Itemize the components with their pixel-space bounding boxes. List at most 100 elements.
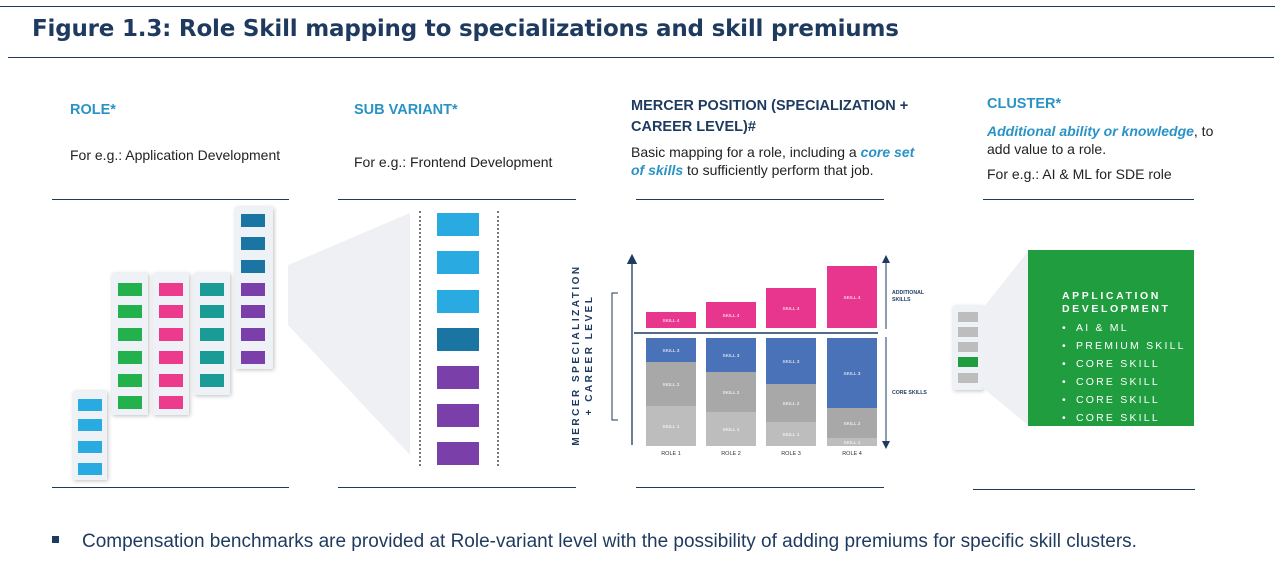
mercer-skill-chart: MERCER SPECIALIZATION + CAREER LEVEL SKILL… — [571, 253, 927, 457]
cluster-item-bullet-icon: • — [1062, 394, 1068, 406]
cluster-mini-square — [958, 373, 978, 383]
role-square — [118, 283, 142, 296]
core-skills-label: CORE SKILLS — [892, 390, 927, 396]
cluster-item-label: CORE SKILL — [1076, 376, 1160, 388]
bullet-marker — [52, 536, 59, 543]
cluster-box: APPLICATION DEVELOPMENT • AI & ML • PREMIUM… — [1028, 250, 1194, 426]
core-bar-segment — [827, 338, 877, 408]
cluster-box-title-line1: APPLICATION — [1062, 290, 1161, 302]
role-square — [78, 399, 102, 411]
premium-bar-label: SKILL 4 — [723, 313, 740, 319]
core-bar-segment — [827, 408, 877, 438]
core-bar-label: SKILL 3 — [663, 348, 680, 354]
cluster-mini-square — [958, 357, 978, 367]
role-square — [78, 419, 102, 431]
cluster-mini-square — [958, 342, 978, 352]
premium-bar — [766, 288, 816, 328]
mercer-description: Basic mapping for a role, including a co… — [631, 143, 914, 179]
mercer-heading-line2: CAREER LEVEL)# — [631, 119, 756, 135]
core-bar-segment — [766, 422, 816, 446]
core-bar-segment — [706, 372, 756, 412]
core-bar-segment — [646, 406, 696, 446]
mercer-desc-highlight1: core set — [860, 144, 915, 160]
core-bar-segment — [766, 384, 816, 422]
additional-skills-label-line1: ADDITIONAL — [892, 290, 925, 296]
fan-connector-right — [983, 250, 1029, 426]
cluster-item-bullet-icon: • — [1062, 412, 1068, 424]
cluster-mini-square — [958, 312, 978, 322]
cluster-box-list: • AI & ML • PREMIUM SKILL • CORE SKILL • CORE S… — [1062, 319, 1186, 426]
role-square — [78, 463, 102, 475]
role-square — [241, 214, 265, 227]
role-square — [241, 305, 265, 318]
role-square — [241, 283, 265, 296]
subvariant-dotted-line-left — [419, 211, 421, 466]
subvariant-square — [437, 404, 479, 427]
core-bar-segment — [646, 362, 696, 406]
subvariant-heading: SUB VARIANT* — [354, 102, 458, 118]
core-bar-label: SKILL 3 — [723, 353, 740, 359]
premium-bar-label: SKILL 4 — [783, 306, 800, 312]
premium-bar-label: SKILL 4 — [844, 295, 861, 301]
role-square — [159, 396, 183, 409]
role-square — [118, 328, 142, 341]
role-square — [200, 305, 224, 318]
premium-bar — [706, 302, 756, 328]
cluster-item: • CORE SKILL — [1062, 355, 1186, 373]
role-square — [200, 283, 224, 296]
cluster-item-label: CORE SKILL — [1076, 358, 1160, 370]
cluster-item: • CORE SKILL — [1062, 391, 1186, 409]
cluster-desc-highlight: Additional ability or knowledge — [987, 123, 1194, 139]
mercer-heading: MERCER POSITION (SPECIALIZATION + CAREER… — [631, 96, 908, 138]
core-bar-label: SKILL 1 — [844, 440, 861, 446]
role-square — [159, 328, 183, 341]
bracket-left — [611, 292, 618, 421]
cluster-box-title: APPLICATION DEVELOPMENT — [1062, 290, 1171, 316]
bullet-text: Compensation benchmarks are provided at … — [82, 531, 1137, 552]
subvariant-square — [437, 366, 479, 389]
cluster-item: • AI & ML — [1062, 319, 1186, 337]
cluster-mini-square — [958, 327, 978, 337]
role-square — [159, 374, 183, 387]
cluster-item-label: CORE SKILL — [1076, 412, 1160, 424]
mercer-desc-highlight2: of skills — [631, 162, 684, 178]
cluster-item-bullet-icon: • — [1062, 340, 1068, 352]
core-bar-segment — [766, 338, 816, 384]
core-bar-label: SKILL 1 — [663, 424, 680, 430]
premium-bar — [646, 312, 696, 328]
role-square — [78, 441, 102, 453]
cluster-item: • CORE SKILL — [1062, 373, 1186, 391]
core-bar-label: SKILL 2 — [663, 382, 680, 388]
role-square — [118, 374, 142, 387]
role-square — [241, 328, 265, 341]
premium-bar — [827, 266, 877, 328]
cluster-item-label: AI & ML — [1076, 322, 1129, 334]
fan-connector-left — [288, 213, 410, 455]
role-square — [241, 237, 265, 250]
core-bar-segment — [646, 338, 696, 362]
cluster-desc-part1: , to — [1193, 123, 1214, 139]
x-tick-label: ROLE 4 — [842, 451, 862, 457]
role-square — [159, 283, 183, 296]
y-axis-label-line2: + CAREER LEVEL — [584, 295, 595, 416]
cluster-example: For e.g.: AI & ML for SDE role — [987, 166, 1172, 182]
role-square — [200, 328, 224, 341]
cluster-item: • CORE SKILL — [1062, 409, 1186, 426]
mercer-desc-part2: to sufficiently perform that job. — [683, 162, 874, 178]
core-bar-label: SKILL 3 — [844, 371, 861, 377]
x-tick-label: ROLE 2 — [721, 451, 741, 457]
role-square — [159, 305, 183, 318]
subvariant-dotted-line-right — [497, 211, 499, 466]
core-bar-label: SKILL 1 — [723, 427, 740, 433]
x-tick-label: ROLE 1 — [661, 451, 681, 457]
subvariant-example: For e.g.: Frontend Development — [354, 154, 553, 170]
role-heading: ROLE* — [70, 102, 116, 118]
cluster-item-label: PREMIUM SKILL — [1076, 340, 1186, 352]
premium-bar-label: SKILL 4 — [663, 318, 680, 324]
subvariant-square — [437, 328, 479, 351]
cluster-item-label: CORE SKILL — [1076, 394, 1160, 406]
cluster-item-bullet-icon: • — [1062, 322, 1068, 334]
subvariant-square — [437, 251, 479, 274]
role-example: For e.g.: Application Development — [70, 147, 281, 163]
role-square — [159, 351, 183, 364]
